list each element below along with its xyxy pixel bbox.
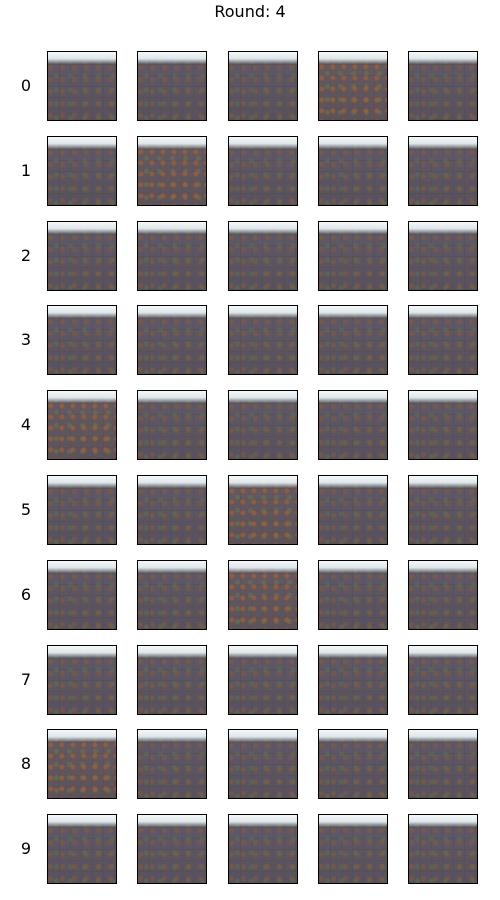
sample-image-tile [318, 136, 388, 206]
sample-image-tile [47, 136, 117, 206]
row-label: 9 [20, 839, 32, 858]
row-label: 3 [20, 330, 32, 349]
sample-image-tile [137, 136, 207, 206]
row-label: 4 [20, 415, 32, 434]
sample-image-tile [47, 221, 117, 291]
row-label: 0 [20, 76, 32, 95]
sample-image-tile [318, 645, 388, 715]
row-label: 8 [20, 754, 32, 773]
sample-image-tile [47, 560, 117, 630]
sample-image-tile [408, 645, 478, 715]
sample-image-tile [228, 729, 298, 799]
row-label: 1 [20, 161, 32, 180]
sample-image-tile [137, 305, 207, 375]
sample-image-tile [47, 729, 117, 799]
sample-image-tile [318, 560, 388, 630]
sample-image-tile [408, 136, 478, 206]
sample-image-tile [137, 814, 207, 884]
sample-image-tile [228, 221, 298, 291]
sample-image-tile [47, 51, 117, 121]
sample-image-tile [228, 136, 298, 206]
sample-image-tile [408, 560, 478, 630]
sample-image-tile [47, 814, 117, 884]
sample-image-tile [228, 51, 298, 121]
sample-image-tile [137, 729, 207, 799]
sample-image-tile [318, 305, 388, 375]
sample-image-tile [228, 305, 298, 375]
row-label: 6 [20, 585, 32, 604]
row-label: 2 [20, 246, 32, 265]
sample-image-tile [137, 475, 207, 545]
sample-image-tile [318, 729, 388, 799]
sample-image-tile [408, 390, 478, 460]
sample-image-tile [228, 645, 298, 715]
sample-image-tile [47, 645, 117, 715]
sample-image-tile [228, 475, 298, 545]
sample-image-tile [408, 51, 478, 121]
sample-image-tile [408, 729, 478, 799]
sample-image-tile [408, 305, 478, 375]
sample-image-tile [47, 305, 117, 375]
figure-title: Round: 4 [214, 2, 286, 21]
sample-image-tile [137, 645, 207, 715]
sample-image-tile [137, 221, 207, 291]
sample-image-tile [318, 475, 388, 545]
sample-image-tile [137, 560, 207, 630]
sample-image-tile [137, 390, 207, 460]
sample-image-tile [318, 221, 388, 291]
sample-image-tile [228, 814, 298, 884]
sample-image-tile [228, 390, 298, 460]
sample-image-tile [47, 390, 117, 460]
sample-image-tile [408, 221, 478, 291]
sample-image-tile [47, 475, 117, 545]
sample-image-tile [318, 814, 388, 884]
sample-image-tile [408, 814, 478, 884]
sample-image-tile [318, 390, 388, 460]
sample-image-tile [318, 51, 388, 121]
sample-image-tile [137, 51, 207, 121]
row-label: 7 [20, 670, 32, 689]
row-label: 5 [20, 500, 32, 519]
sample-image-tile [228, 560, 298, 630]
sample-image-tile [408, 475, 478, 545]
